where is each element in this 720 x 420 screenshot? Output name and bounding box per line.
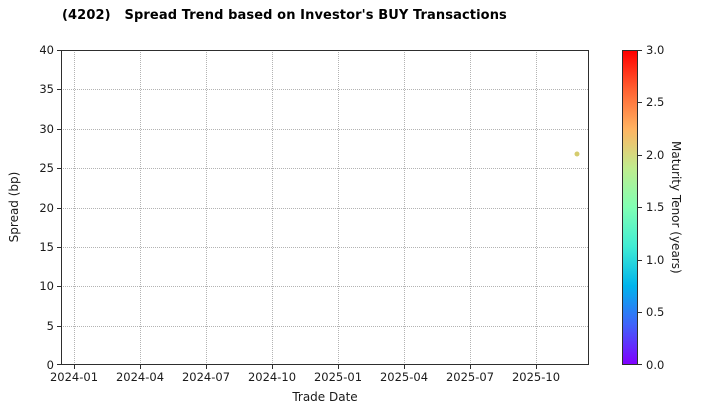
y-tick-label: 20 (39, 201, 54, 215)
x-tickmark-2024-07 (206, 365, 208, 369)
scatter-point (574, 151, 580, 157)
y-tick-label: 25 (39, 161, 54, 175)
x-tickmark-2024-04 (140, 365, 142, 369)
x-tick-label: 2025-10 (511, 370, 561, 384)
gridline-v-2025-04 (404, 52, 405, 363)
colorbar-tickmark-2.5 (638, 102, 642, 104)
x-tickmark-2025-07 (470, 365, 472, 369)
y-tick-label: 35 (39, 82, 54, 96)
colorbar-tick-label: 3.0 (646, 43, 665, 57)
x-tick-label: 2024-07 (181, 370, 231, 384)
y-axis-title: Spread (bp) (7, 171, 21, 243)
y-tick-label: 15 (39, 240, 54, 254)
gridline-h-5 (63, 326, 588, 327)
x-tick-label: 2025-04 (379, 370, 429, 384)
x-axis-title: Trade Date (292, 390, 358, 404)
gridline-v-2024-01 (74, 52, 75, 363)
x-tickmark-2025-01 (338, 365, 340, 369)
y-tickmark-15 (57, 247, 61, 249)
x-tickmark-2025-04 (404, 365, 406, 369)
y-tick-label: 5 (46, 319, 54, 333)
gridline-v-2025-10 (536, 52, 537, 363)
colorbar-tick-label: 0.5 (646, 305, 665, 319)
y-tickmark-30 (57, 129, 61, 131)
colorbar-tickmark-0.0 (638, 364, 642, 366)
gridline-v-2025-01 (338, 52, 339, 363)
colorbar-title: Maturity Tenor (years) (669, 141, 683, 274)
y-tick-label: 0 (46, 358, 54, 372)
x-tick-label: 2025-07 (445, 370, 495, 384)
gridline-h-10 (63, 286, 588, 287)
colorbar-tickmark-0.5 (638, 312, 642, 314)
x-tick-label: 2024-04 (115, 370, 165, 384)
x-tickmark-2025-10 (536, 365, 538, 369)
y-tickmark-20 (57, 208, 61, 210)
colorbar (622, 50, 638, 365)
y-tick-label: 40 (39, 43, 54, 57)
colorbar-tick-label: 1.5 (646, 200, 665, 214)
colorbar-tick-label: 2.0 (646, 148, 665, 162)
colorbar-tickmark-3.0 (638, 50, 642, 52)
y-tickmark-25 (57, 168, 61, 170)
gridline-h-20 (63, 208, 588, 209)
gridline-h-15 (63, 247, 588, 248)
colorbar-tickmark-1.0 (638, 260, 642, 262)
colorbar-tick-label: 0.0 (646, 358, 665, 372)
gridline-h-25 (63, 168, 588, 169)
gridline-v-2024-04 (140, 52, 141, 363)
colorbar-tickmark-2.0 (638, 155, 642, 157)
y-tickmark-40 (57, 50, 61, 52)
x-tick-label: 2024-10 (247, 370, 297, 384)
gridline-v-2024-10 (272, 52, 273, 363)
plot-area (61, 50, 589, 365)
gridline-v-2025-07 (470, 52, 471, 363)
colorbar-tick-label: 1.0 (646, 253, 665, 267)
y-tick-label: 30 (39, 122, 54, 136)
y-tickmark-10 (57, 286, 61, 288)
y-tick-label: 10 (39, 279, 54, 293)
x-tick-label: 2024-01 (49, 370, 99, 384)
x-tickmark-2024-01 (74, 365, 76, 369)
chart-title: (4202) Spread Trend based on Investor's … (62, 8, 507, 23)
gridline-v-2024-07 (206, 52, 207, 363)
y-tickmark-0 (57, 364, 61, 366)
colorbar-tick-label: 2.5 (646, 95, 665, 109)
y-tickmark-35 (57, 89, 61, 91)
gridline-h-35 (63, 89, 588, 90)
y-tickmark-5 (57, 326, 61, 328)
x-tickmark-2024-10 (272, 365, 274, 369)
x-tick-label: 2025-01 (313, 370, 363, 384)
colorbar-tickmark-1.5 (638, 207, 642, 209)
gridline-h-30 (63, 129, 588, 130)
